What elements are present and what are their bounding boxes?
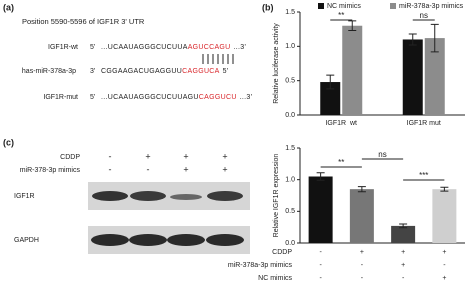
condition-sign: -: [109, 151, 112, 161]
bar: [349, 189, 374, 243]
condition-label: CDDP: [60, 154, 80, 161]
significance-label: **: [338, 11, 344, 20]
condition-sign: -: [443, 262, 446, 269]
error-bar: [408, 33, 417, 46]
condition-sign: -: [319, 249, 322, 256]
pairing-bars: [202, 54, 234, 64]
error-bar: [326, 74, 335, 90]
panel-label: (c): [3, 137, 14, 147]
sequence-part: ...UCAAUAGGGCUCUUAGU: [101, 94, 199, 101]
bar: [342, 25, 363, 115]
y-tick-label: 1.5: [285, 145, 295, 152]
significance-label: **: [338, 158, 344, 167]
legend-swatch: [318, 3, 324, 9]
sequence: CGGAAGACUGAGGUUCAGGUCA 5': [101, 68, 228, 75]
error-bar: [348, 20, 357, 32]
condition-sign: +: [401, 262, 405, 269]
significance-label: ns: [378, 150, 386, 159]
condition-sign: +: [183, 151, 188, 161]
bar: [308, 176, 333, 243]
band-label: GAPDH: [14, 237, 39, 244]
x-tick-label: IGF1R mut: [407, 120, 441, 127]
y-tick-label: 1.5: [285, 9, 295, 16]
x-tick-label: IGF1R wt: [325, 120, 357, 127]
strand-end: 5': [90, 44, 95, 51]
panel-label: (a): [3, 2, 14, 12]
condition-sign: -: [319, 262, 322, 269]
sequence-part: ...UCAAUAGGGCUCUUA: [101, 44, 188, 51]
condition-sign: +: [145, 151, 150, 161]
y-tick-label: 1.0: [285, 43, 295, 50]
condition-sign: +: [401, 249, 405, 256]
sequence-part: CGGAAGACUGAGGUU: [101, 68, 182, 75]
error-bar: [316, 172, 325, 181]
condition-sign: -: [147, 164, 150, 174]
y-tick-label: 0.5: [285, 78, 295, 85]
sequence-part: CAGGUCA: [182, 68, 220, 75]
condition-label: CDDP: [272, 249, 292, 256]
condition-sign: -: [319, 275, 322, 282]
sequence-title: Position 5590-5596 of IGF1R 3' UTR: [22, 17, 145, 26]
y-tick-label: 0.0: [285, 112, 295, 119]
y-tick-label: 0.5: [285, 208, 295, 215]
sequence-label: IGF1R-mut: [43, 94, 78, 101]
sequence: ...UCAAUAGGGCUCUUAAGUCCAGU ...3': [101, 44, 246, 51]
condition-sign: -: [402, 275, 405, 282]
y-tick-label: 0.0: [285, 240, 295, 247]
condition-sign: +: [222, 164, 227, 174]
error-bar: [440, 186, 449, 192]
sequence-part: 5': [223, 68, 229, 75]
sequence-label: IGF1R-wt: [48, 44, 78, 51]
y-tick-label: 1.0: [285, 177, 295, 184]
legend-label: miR-378a-3p mimics: [399, 3, 464, 10]
sequence-label: has-miR-378a-3p: [22, 68, 76, 75]
y-axis-label: Relative IGF1R expression: [273, 154, 280, 238]
significance-label: ns: [420, 11, 428, 20]
condition-sign: -: [361, 262, 364, 269]
condition-sign: +: [442, 275, 446, 282]
error-bar: [430, 23, 439, 53]
bar: [432, 189, 457, 243]
panel-label: (b): [262, 2, 274, 12]
bar: [391, 225, 416, 243]
significance-label: ***: [419, 171, 428, 180]
sequence-part: ...3': [240, 94, 253, 101]
sequence: ...UCAAUAGGGCUCUUAGUCAGGUCU ...3': [101, 94, 252, 101]
condition-label: miR-378-3p mimics: [20, 167, 81, 174]
condition-sign: -: [109, 164, 112, 174]
blot-bands: [91, 191, 244, 246]
condition-sign: +: [442, 249, 446, 256]
y-axis-label: Relative luciferase activity: [273, 23, 280, 104]
error-bar: [357, 186, 366, 193]
condition-sign: +: [222, 151, 227, 161]
sequence-part: CAGGUCU: [199, 94, 237, 101]
band-label: IGF1R: [14, 193, 35, 200]
condition-label: miR-378a-3p mimics: [228, 262, 293, 269]
error-bar: [399, 223, 408, 229]
bar: [424, 38, 445, 115]
condition-sign: +: [183, 164, 188, 174]
condition-label: NC mimics: [258, 275, 292, 282]
bar: [402, 39, 423, 115]
sequence-part: ...3': [234, 44, 247, 51]
sequence-part: AGUCCAGU: [188, 44, 231, 51]
condition-sign: +: [360, 249, 364, 256]
legend-swatch: [390, 3, 396, 9]
bar: [320, 82, 341, 115]
legend-label: NC mimics: [327, 3, 361, 10]
condition-sign: -: [361, 275, 364, 282]
strand-end: 5': [90, 94, 95, 101]
strand-end: 3': [90, 68, 95, 75]
